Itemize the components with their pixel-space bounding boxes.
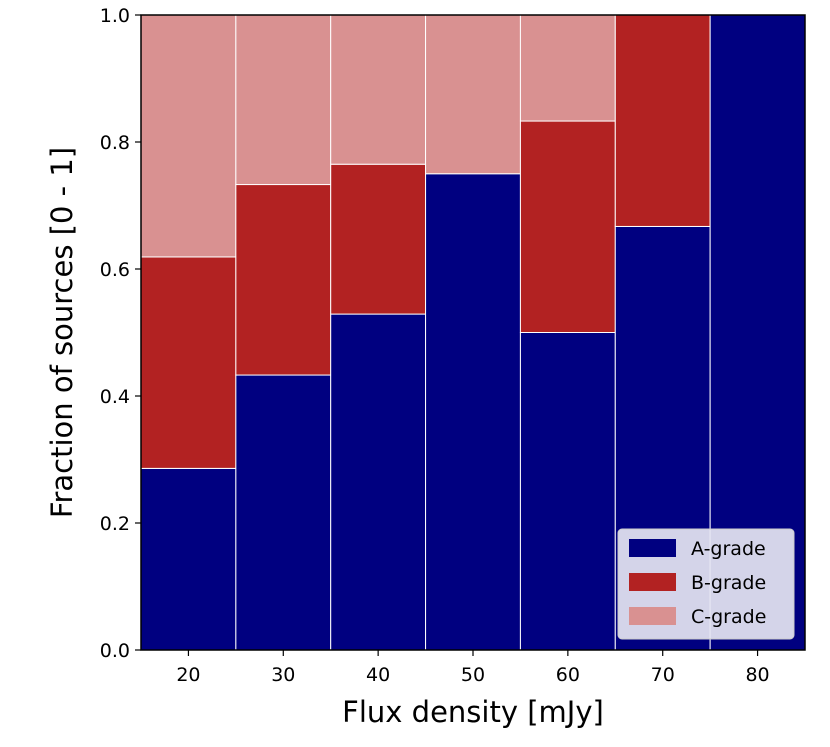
x-tick-label: 50 <box>461 664 485 686</box>
ticks-layer: 20 30 40 50 60 70 80 0.0 0.2 0.4 0.6 0.8 1.0 <box>100 5 770 686</box>
y-tick-label: 0.4 <box>100 386 130 408</box>
legend-swatch-c-grade <box>629 607 676 625</box>
bar-a-grade-50 <box>425 173 521 651</box>
legend-label-b-grade: B-grade <box>691 572 766 594</box>
bar-a-grade-20 <box>140 467 237 651</box>
bar-b-grade-40 <box>330 163 427 315</box>
x-tick-label: 30 <box>271 664 295 686</box>
y-axis-label: Fraction of sources [0 - 1] <box>45 147 79 518</box>
bar-b-grade-30 <box>235 184 332 376</box>
legend-label-a-grade: A-grade <box>691 538 766 560</box>
y-tick-label: 0.2 <box>100 513 130 535</box>
x-axis-label: Flux density [mJy] <box>342 695 604 729</box>
bar-b-grade-60 <box>519 120 616 333</box>
legend-swatch-b-grade <box>629 573 676 591</box>
y-tick-label: 0.0 <box>100 640 130 662</box>
y-tick-label: 0.6 <box>100 259 130 281</box>
x-tick-label: 80 <box>745 664 769 686</box>
bar-c-grade-40 <box>330 14 427 165</box>
legend-label-c-grade: C-grade <box>691 606 766 628</box>
bar-c-grade-60 <box>519 14 616 122</box>
legend: A-grade B-grade C-grade <box>617 528 795 640</box>
bar-c-grade-30 <box>235 14 332 186</box>
bar-c-grade-20 <box>140 14 237 258</box>
y-tick-label: 0.8 <box>100 132 130 154</box>
bar-a-grade-60 <box>519 332 616 651</box>
bar-a-grade-40 <box>330 313 427 651</box>
x-tick-label: 60 <box>556 664 580 686</box>
x-tick-label: 40 <box>366 664 390 686</box>
y-tick-label: 1.0 <box>100 5 130 27</box>
bar-b-grade-70 <box>614 14 711 227</box>
bar-c-grade-50 <box>425 14 521 175</box>
legend-swatch-a-grade <box>629 539 676 557</box>
bar-b-grade-20 <box>140 256 237 469</box>
x-tick-label: 70 <box>651 664 675 686</box>
x-tick-label: 20 <box>176 664 200 686</box>
bar-a-grade-30 <box>235 374 332 651</box>
